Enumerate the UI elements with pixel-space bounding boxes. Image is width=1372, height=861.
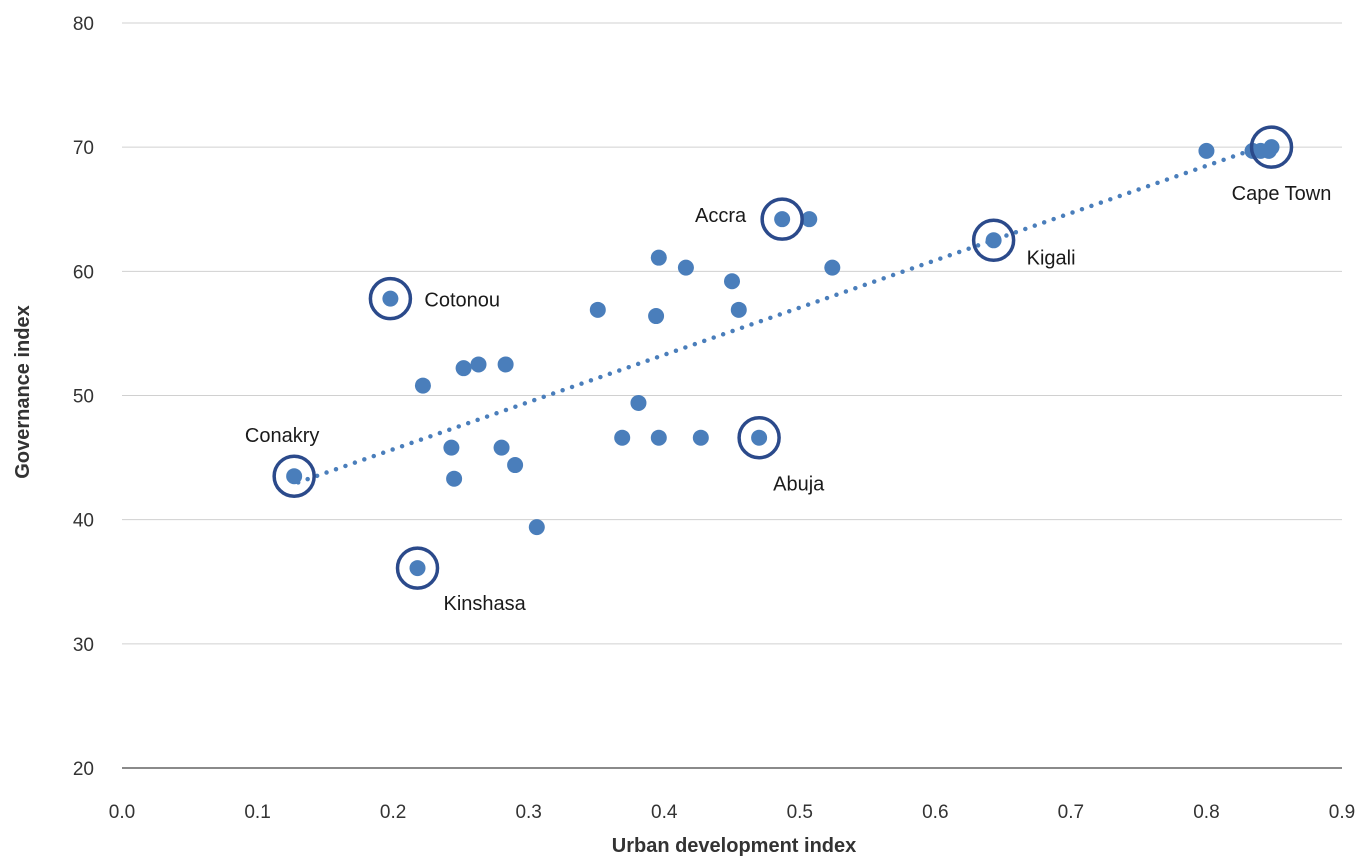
y-tick-label: 50: [73, 387, 94, 408]
x-tick-label: 0.5: [787, 802, 813, 823]
points-group: [286, 139, 1280, 577]
data-point: [446, 470, 463, 487]
data-point: [470, 356, 487, 373]
city-label-cape-town: Cape Town: [1232, 183, 1332, 205]
y-tick-label: 40: [73, 511, 94, 532]
x-tick-label: 0.3: [515, 802, 541, 823]
data-point: [528, 519, 545, 536]
city-label-cotonou: Cotonou: [424, 290, 500, 312]
data-point: [382, 290, 399, 307]
y-axis-title: Governance index: [12, 305, 34, 478]
city-label-conakry: Conakry: [245, 425, 319, 447]
y-tick-label: 80: [73, 14, 94, 35]
x-axis-ticks: 0.0 0.1 0.2 0.3 0.4 0.5 0.6 0.7 0.8 0.9: [109, 802, 1355, 823]
data-point: [493, 439, 510, 456]
data-point: [648, 308, 665, 325]
highlight-ring-conakry: [272, 454, 316, 498]
data-point: [1263, 139, 1280, 156]
city-label-accra: Accra: [695, 205, 747, 227]
x-tick-label: 0.9: [1329, 802, 1355, 823]
y-tick-label: 30: [73, 635, 94, 656]
data-point: [409, 560, 426, 577]
data-point: [824, 259, 841, 276]
city-label-abuja: Abuja: [773, 474, 825, 496]
data-point: [774, 211, 791, 228]
x-tick-label: 0.4: [651, 802, 678, 823]
x-tick-label: 0.2: [380, 802, 406, 823]
data-point: [730, 301, 747, 318]
highlight-ring-kigali: [971, 218, 1016, 263]
data-point: [286, 468, 303, 485]
data-point: [751, 429, 768, 446]
data-point: [507, 457, 524, 474]
data-point: [497, 356, 514, 373]
x-axis-title: Urban development index: [612, 835, 857, 857]
highlight-ring-accra: [760, 197, 804, 241]
y-axis-ticks: 20 30 40 50 60 70 80: [73, 14, 94, 780]
highlight-ring-kinshasa: [395, 546, 440, 590]
city-label-kinshasa: Kinshasa: [444, 593, 527, 615]
data-point: [630, 394, 647, 411]
data-point: [443, 439, 460, 456]
data-point: [650, 249, 667, 266]
data-point: [801, 211, 818, 228]
trendline: [295, 139, 1277, 485]
highlight-ring-abuja: [737, 415, 781, 460]
data-point: [724, 273, 740, 290]
x-tick-label: 0.0: [109, 802, 135, 823]
data-point: [589, 301, 606, 318]
data-point: [455, 360, 472, 377]
data-point: [985, 232, 1002, 249]
data-point: [414, 377, 431, 394]
data-point: [650, 429, 667, 446]
data-point: [1198, 142, 1215, 159]
y-tick-label: 20: [73, 759, 94, 780]
gridlines: [122, 22, 1342, 769]
data-point: [692, 429, 709, 446]
x-tick-label: 0.1: [244, 802, 270, 823]
highlight-ring-cape-town: [1249, 125, 1294, 169]
trendline-group: [295, 139, 1277, 485]
data-point: [614, 429, 631, 446]
x-tick-label: 0.8: [1193, 802, 1219, 823]
highlight-ring-cotonou: [368, 276, 413, 321]
data-point: [677, 259, 694, 276]
highlight-group: Conakry Cotonou Kinshasa Abuja Accra Kigali Ca…: [245, 125, 1332, 615]
y-tick-label: 60: [73, 262, 94, 283]
x-tick-label: 0.6: [922, 802, 948, 823]
x-tick-label: 0.7: [1058, 802, 1084, 823]
city-label-kigali: Kigali: [1027, 247, 1076, 269]
y-tick-label: 70: [73, 138, 94, 159]
